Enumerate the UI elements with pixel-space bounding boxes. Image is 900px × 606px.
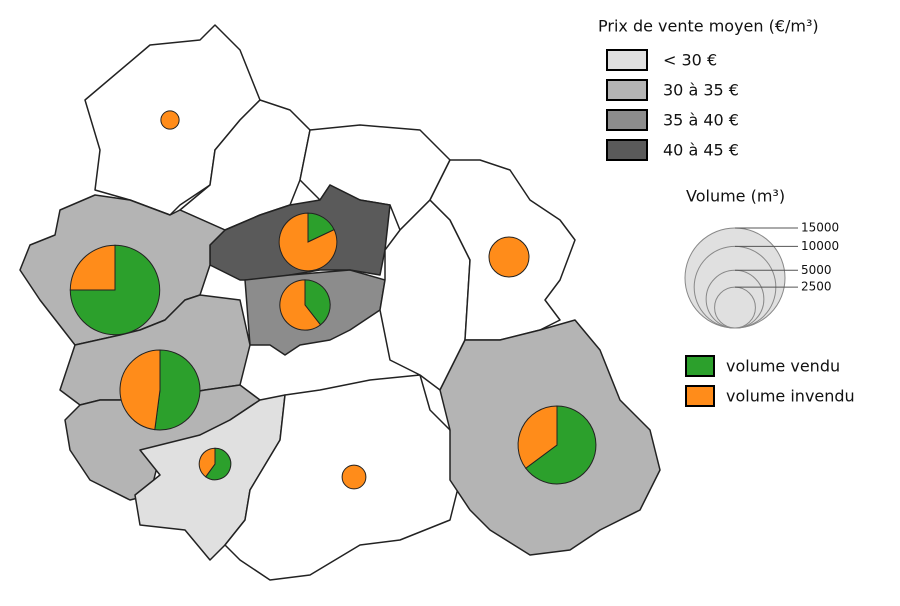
pie-slice [205, 447, 232, 481]
region [299, 124, 451, 231]
volume-legend-label: 5000 [801, 263, 832, 277]
pie-slice [488, 236, 530, 278]
price-legend-title: Prix de vente moyen (€/m³) [598, 17, 819, 36]
price-legend-label: < 30 € [663, 51, 717, 70]
volume-legend-title: Volume (m³) [686, 187, 785, 206]
pie-legend-swatch [685, 385, 715, 407]
pie-slice [278, 212, 338, 272]
pie-slice [525, 405, 597, 485]
pie-slice [69, 244, 161, 336]
pie-legend-label: volume invendu [726, 387, 855, 406]
price-legend-swatch [606, 109, 648, 131]
pie-slice [517, 405, 558, 469]
pie-legend-label: volume vendu [726, 357, 840, 376]
price-legend-swatch [606, 79, 648, 101]
price-legend-label: 35 à 40 € [663, 111, 739, 130]
pie-legend-swatch [685, 355, 715, 377]
price-legend-label: 40 à 45 € [663, 141, 739, 160]
pie-slice [304, 279, 331, 326]
volume-legend-label: 15000 [801, 221, 839, 235]
regions [19, 24, 661, 581]
volume-legend-label: 10000 [801, 239, 839, 253]
pie-slice [198, 447, 216, 478]
pies [69, 110, 597, 490]
pie-slice [341, 464, 367, 490]
price-legend-swatch [606, 139, 648, 161]
pie-slice [69, 244, 116, 291]
price-legend-swatch [606, 49, 648, 71]
volume-legend-label: 2500 [801, 280, 832, 294]
pie-slice [160, 110, 180, 130]
pie-slice [279, 279, 322, 331]
price-legend-label: 30 à 35 € [663, 81, 739, 100]
volume-legend-circle [714, 286, 756, 329]
pie-slice [154, 349, 201, 431]
pie-slice [119, 349, 161, 431]
